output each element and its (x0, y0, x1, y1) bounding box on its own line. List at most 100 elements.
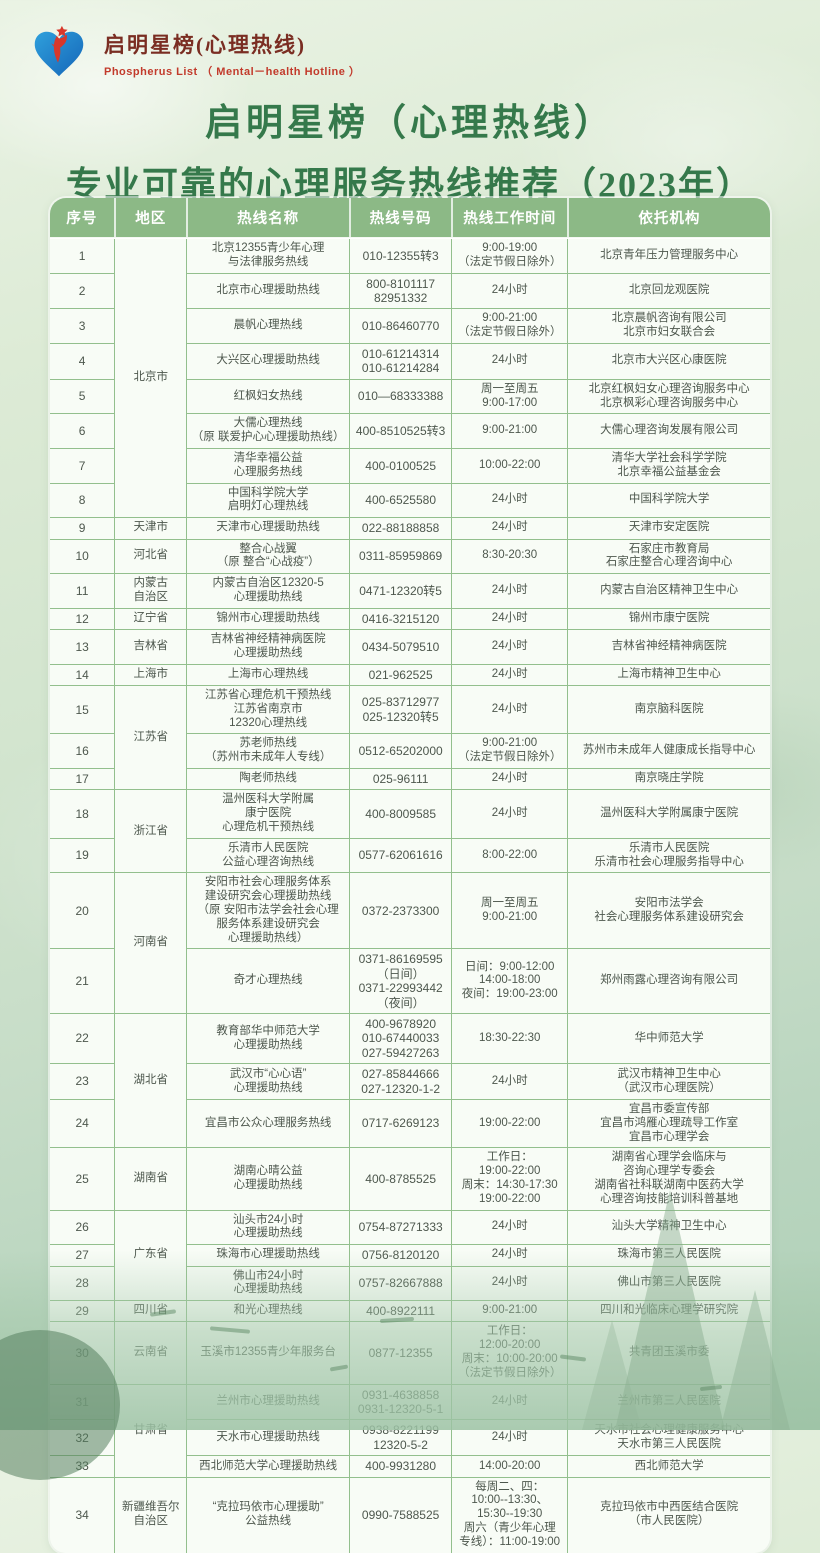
hotline-number-cell: 0471-12320转5 (349, 573, 453, 609)
organization-cell: 乐清市人民医院 乐清市社会心理服务指导中心 (567, 837, 770, 874)
hotline-number-cell: 010-86460770 (349, 308, 453, 344)
hotline-number-cell: 400-6525580 (349, 482, 453, 519)
hotline-name-cell: 教育部华中师范大学 心理援助热线 (186, 1012, 351, 1065)
hotline-name-cell: 吉林省神经精神病医院 心理援助热线 (186, 629, 351, 665)
row-number-cell: 15 (50, 685, 116, 735)
organization-cell: 克拉玛依市中西医结合医院 （市人民医院） (567, 1476, 770, 1553)
region-cell: 上海市 (114, 663, 188, 687)
hotline-name-cell: 大儒心理热线 （原 联爱护心心理援助热线） (186, 413, 351, 449)
page-title-line1: 启明星榜（心理热线） (205, 103, 615, 144)
row-number-cell: 8 (50, 482, 116, 519)
organization-cell: 石家庄市教育局 石家庄整合心理咨询中心 (567, 538, 770, 575)
table-row: 13 吉林省 吉林省神经精神病医院 心理援助热线 0434-5079510 24小时 吉林省… (50, 629, 770, 665)
row-number-cell: 22 (50, 1012, 116, 1065)
row-number-cell: 25 (50, 1147, 116, 1211)
region-cell: 湖南省 (114, 1147, 188, 1211)
table-row: 4 大兴区心理援助热线 010-61214314 010-61214284 24小时 北京… (50, 342, 770, 380)
region-cell: 浙江省 (114, 789, 188, 874)
row-number-cell: 19 (50, 837, 116, 874)
hotline-name-cell: 大兴区心理援助热线 (186, 342, 351, 380)
hotline-number-cell: 0990-7588525 (349, 1476, 453, 1553)
row-number-cell: 9 (50, 517, 116, 540)
row-number-cell: 7 (50, 447, 116, 484)
working-hours-cell: 24小时 (451, 573, 569, 609)
organization-cell: 北京青年压力管理服务中心 (567, 238, 770, 274)
organization-cell: 内蒙古自治区精神卫生中心 (567, 573, 770, 609)
hotline-number-cell: 0512-65202000 (349, 733, 453, 770)
table-row: 3 晨帆心理热线 010-86460770 9:00-21:00 （法定节假日除外） 北京… (50, 308, 770, 344)
hotline-number-cell: 800-8101117 82951332 (349, 272, 453, 310)
organization-cell: 西北师范大学 (567, 1455, 770, 1478)
brand-header: 启明星榜(心理热线) Phospherus List （ Mental－heal… (28, 20, 360, 87)
region-cell: 吉林省 (114, 629, 188, 665)
table-row: 19 乐清市人民医院 公益心理咨询热线 0577-62061616 8:00-22:00… (50, 837, 770, 874)
organization-cell: 安阳市法学会 社会心理服务体系建设研究会 (567, 872, 770, 950)
working-hours-cell: 24小时 (451, 768, 569, 791)
organization-cell: 宜昌市委宣传部 宜昌市鸿雁心理疏导工作室 宜昌市心理学会 (567, 1098, 770, 1149)
hotline-number-cell: 0717-6269123 (349, 1098, 453, 1149)
hotline-name-cell: 西北师范大学心理援助热线 (186, 1455, 351, 1478)
organization-cell: 北京回龙观医院 (567, 272, 770, 310)
hotline-name-cell: 安阳市社会心理服务体系 建设研究会心理援助热线 （原 安阳市法学会社会心理 服务体系建… (186, 872, 351, 950)
row-number-cell: 24 (50, 1098, 116, 1149)
working-hours-cell: 9:00-21:00 （法定节假日除外） (451, 733, 569, 770)
table-row: 34 新疆维吾尔 自治区 “克拉玛依市心理援助” 公益热线 0990-7588525 每周二… (50, 1476, 770, 1553)
working-hours-cell: 24小时 (451, 1063, 569, 1100)
organization-cell: 北京市大兴区心康医院 (567, 342, 770, 380)
working-hours-cell: 24小时 (451, 789, 569, 839)
working-hours-cell: 24小时 (451, 517, 569, 540)
organization-cell: 上海市精神卫生中心 (567, 663, 770, 687)
table-row: 20 河南省 安阳市社会心理服务体系 建设研究会心理援助热线 （原 安阳市法学会社会心理… (50, 872, 770, 1014)
organization-cell: 苏州市未成年人健康成长指导中心 (567, 733, 770, 770)
table-row: 23 武汉市“心心语” 心理援助热线 027-85844666 027-12320-1-… (50, 1063, 770, 1100)
table-row: 25 湖南省 湖南心晴公益 心理援助热线 400-8785525 工作日： 19:00-22… (50, 1147, 770, 1211)
organization-cell: 郑州雨露心理咨询有限公司 (567, 948, 770, 1014)
hotline-number-cell: 0416-3215120 (349, 607, 453, 631)
table-row: 15 江苏省 江苏省心理危机干预热线 江苏省南京市 12320心理热线 025-83712… (50, 685, 770, 791)
hotline-name-cell: 温州医科大学附属 康宁医院 心理危机干预热线 (186, 789, 351, 839)
hotline-number-cell: 025-96111 (349, 768, 453, 791)
hotline-name-cell: 江苏省心理危机干预热线 江苏省南京市 12320心理热线 (186, 685, 351, 735)
working-hours-cell: 工作日： 19:00-22:00 周末：14:30-17:30 19:00-22:00 (451, 1147, 569, 1211)
working-hours-cell: 24小时 (451, 629, 569, 665)
hotline-name-cell: 晨帆心理热线 (186, 308, 351, 344)
region-cell: 江苏省 (114, 685, 188, 791)
hotline-name-cell: 湖南心晴公益 心理援助热线 (186, 1147, 351, 1211)
working-hours-cell: 24小时 (451, 482, 569, 519)
hotline-number-cell: 0311-85959869 (349, 538, 453, 575)
hotline-number-cell: 022-88188858 (349, 517, 453, 540)
hotline-name-cell: 北京12355青少年心理 与法律服务热线 (186, 238, 351, 274)
organization-cell: 北京晨帆咨询有限公司 北京市妇女联合会 (567, 308, 770, 344)
organization-cell: 华中师范大学 (567, 1012, 770, 1065)
hotline-name-cell: 武汉市“心心语” 心理援助热线 (186, 1063, 351, 1100)
table-row: 12 辽宁省 锦州市心理援助热线 0416-3215120 24小时 锦州市康宁医院 (50, 607, 770, 631)
table-row: 17 陶老师热线 025-96111 24小时 南京晓庄学院 (50, 768, 770, 791)
region-cell: 辽宁省 (114, 607, 188, 631)
working-hours-cell: 19:00-22:00 (451, 1098, 569, 1149)
table-row: 9 天津市 天津市心理援助热线 022-88188858 24小时 天津市安定医院 (50, 517, 770, 540)
organization-cell: 吉林省神经精神病医院 (567, 629, 770, 665)
organization-cell: 北京红枫妇女心理咨询服务中心 北京枫彩心理咨询服务中心 (567, 378, 770, 415)
working-hours-cell: 18:30-22:30 (451, 1012, 569, 1065)
region-cell: 河南省 (114, 872, 188, 1014)
table-row: 1 北京市 北京12355青少年心理 与法律服务热线 010-12355转3 9:00-1… (50, 238, 770, 519)
hotline-name-cell: 宜昌市公众心理服务热线 (186, 1098, 351, 1149)
organization-cell: 汕头大学精神卫生中心 (567, 1209, 770, 1246)
working-hours-cell: 9:00-21:00 (451, 413, 569, 449)
hotline-number-cell: 027-85844666 027-12320-1-2 (349, 1063, 453, 1100)
brand-text: 启明星榜(心理热线) Phospherus List （ Mental－heal… (104, 29, 360, 79)
hotline-name-cell: 清华幸福公益 心理服务热线 (186, 447, 351, 484)
organization-cell: 清华大学社会科学学院 北京幸福公益基金会 (567, 447, 770, 484)
organization-cell: 湖南省心理学会临床与 咨询心理学专委会 湖南省社科联湖南中医药大学 心理咨询技能培训科… (567, 1147, 770, 1211)
row-number-cell: 21 (50, 948, 116, 1014)
working-hours-cell: 9:00-19:00 （法定节假日除外） (451, 238, 569, 274)
row-number-cell: 3 (50, 308, 116, 344)
table-row: 10 河北省 整合心战翼 （原 整合“心战疫”） 0311-85959869 8:30-2… (50, 538, 770, 575)
organization-cell: 温州医科大学附属康宁医院 (567, 789, 770, 839)
region-cell: 湖北省 (114, 1012, 188, 1149)
working-hours-cell: 9:00-21:00 （法定节假日除外） (451, 308, 569, 344)
meadow-decoration (0, 1250, 820, 1430)
row-number-cell: 11 (50, 573, 116, 609)
table-row: 5 红枫妇女热线 010—68333388 周一至周五 9:00-17:00 北京红枫妇女… (50, 378, 770, 415)
